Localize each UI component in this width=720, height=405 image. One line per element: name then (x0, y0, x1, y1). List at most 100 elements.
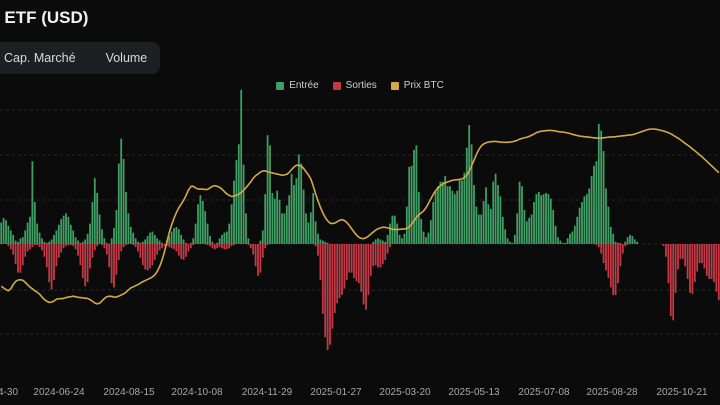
inflow-bar (261, 230, 264, 244)
inflow-bar (144, 239, 147, 244)
inflow-bar (605, 188, 607, 244)
inflow-bar (307, 222, 310, 244)
inflow-bar (617, 242, 619, 244)
outflow-bar (257, 244, 259, 276)
legend-label-price: Prix BTC (403, 80, 444, 91)
inflow-bar (127, 213, 130, 244)
outflow-bar (362, 244, 365, 305)
outflow-bar (117, 244, 120, 260)
inflow-bar (547, 194, 550, 244)
inflow-bar (381, 240, 384, 244)
outflow-bar (350, 244, 353, 273)
outflow-bar (139, 244, 142, 258)
page-title: t ETF (USD) (0, 8, 89, 27)
outflow-bar (686, 244, 689, 279)
inflow-bar (278, 199, 281, 244)
inflow-bar (506, 238, 509, 244)
outflow-bar (206, 244, 209, 246)
outflow-bar (672, 244, 675, 321)
outflow-bar (698, 244, 701, 264)
inflow-bar (533, 202, 535, 244)
inflow-bar (132, 232, 135, 244)
legend-item-price[interactable]: Prix BTC (390, 80, 444, 91)
outflow-bar (151, 244, 154, 266)
outflow-bar (110, 244, 113, 284)
inflow-bar (489, 208, 492, 244)
inflow-bar (50, 239, 53, 244)
outflow-bar (86, 244, 89, 283)
outflow-bar (701, 244, 703, 264)
inflow-bar (293, 185, 295, 244)
inflow-bar (578, 207, 581, 244)
inflow-bar (420, 219, 423, 244)
outflow-bar (43, 244, 46, 257)
inflow-bar (65, 213, 67, 244)
inflow-bar (612, 233, 615, 244)
inflow-bar (557, 237, 559, 244)
outflow-bar (389, 244, 391, 248)
outflow-bar (710, 244, 713, 279)
outflow-bar (7, 244, 10, 247)
inflow-bar (170, 231, 173, 244)
inflow-bar (405, 206, 408, 244)
inflow-bar (600, 130, 603, 244)
inflow-bar (189, 242, 192, 244)
inflow-bar (372, 241, 375, 244)
outflow-bar (29, 244, 31, 250)
outflow-bar (367, 244, 370, 295)
tab-volume[interactable]: Volume (105, 51, 148, 65)
inflow-bar (305, 213, 307, 244)
outflow-bar (355, 244, 358, 282)
inflow-bar (17, 241, 19, 244)
inflow-bar (259, 240, 262, 244)
outflow-bar (662, 244, 665, 247)
inflow-bar (41, 238, 43, 244)
inflow-bar (38, 232, 41, 244)
inflow-bar (461, 180, 463, 244)
inflow-bar (96, 193, 99, 244)
inflow-bar (12, 234, 15, 244)
outflow-bar (120, 244, 123, 252)
inflow-bar (204, 211, 207, 244)
inflow-bar (45, 242, 48, 244)
legend-item-outflow[interactable]: Sorties (332, 80, 377, 91)
inflow-bar (168, 236, 171, 244)
inflow-bar (48, 241, 51, 244)
inflow-bar (537, 191, 540, 244)
inflow-bar (542, 194, 545, 244)
inflow-bar (197, 204, 199, 244)
inflow-bar (69, 224, 72, 244)
inflow-bar (374, 239, 377, 244)
outflow-bar (319, 244, 322, 281)
inflow-bar (413, 149, 415, 244)
inflow-bar (549, 198, 552, 244)
outflow-bar (55, 244, 58, 267)
inflow-bar (379, 239, 382, 244)
inflow-bar (36, 223, 39, 244)
inflow-bar (77, 240, 79, 244)
outflow-bar (612, 244, 615, 295)
inflow-bar (182, 239, 185, 244)
outflow-bar (17, 244, 19, 273)
inflow-bar (521, 186, 523, 244)
inflow-bar (456, 190, 459, 244)
outflow-bar (365, 244, 367, 310)
outflow-bar (93, 244, 96, 251)
inflow-bar (31, 161, 34, 244)
outflow-bar (689, 244, 691, 293)
inflow-bar (288, 195, 291, 244)
outflow-bar (595, 244, 598, 246)
tab-market-cap[interactable]: Cap. Marché (4, 51, 76, 65)
inflow-bar (29, 216, 31, 244)
inflow-bar (173, 228, 175, 244)
price-swatch (390, 81, 399, 90)
inflow-bar (559, 240, 562, 244)
inflow-bar (295, 178, 298, 244)
outflow-bar (211, 244, 214, 249)
outflow-bar (259, 244, 262, 273)
inflow-bar (21, 237, 24, 244)
inflow-bar (245, 213, 247, 244)
inflow-bar (518, 181, 521, 244)
inflow-bar (14, 240, 17, 244)
legend-item-inflow[interactable]: Entrée (276, 80, 319, 91)
